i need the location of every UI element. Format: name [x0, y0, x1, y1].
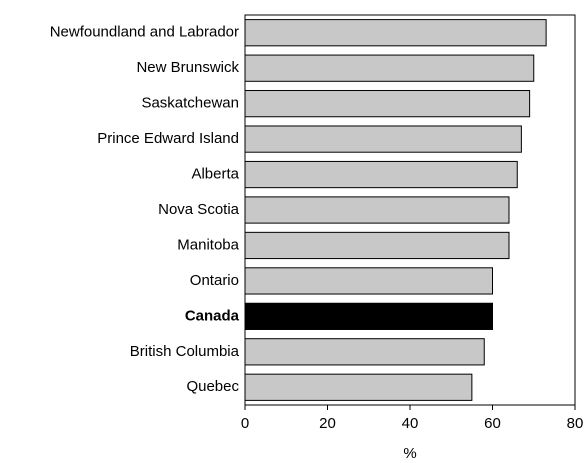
- bar: [244, 54, 535, 82]
- bar: [244, 302, 493, 330]
- x-tick-label: 60: [484, 415, 501, 432]
- y-tick-label: Canada: [185, 307, 240, 324]
- y-tick-label: Quebec: [186, 378, 239, 395]
- y-tick-label: New Brunswick: [136, 59, 239, 76]
- y-tick-label: British Columbia: [130, 343, 240, 360]
- x-tick-label: 20: [319, 415, 336, 432]
- x-tick-label: 0: [241, 415, 249, 432]
- bar: [244, 19, 547, 47]
- bar: [244, 267, 493, 295]
- y-tick-label: Nova Scotia: [158, 201, 240, 218]
- y-tick-label: Ontario: [190, 272, 239, 289]
- y-tick-label: Prince Edward Island: [97, 130, 239, 147]
- y-tick-label: Saskatchewan: [141, 95, 239, 112]
- bar: [244, 125, 522, 153]
- bar: [244, 231, 510, 260]
- x-tick-label: 40: [402, 415, 419, 432]
- bar: [244, 90, 531, 118]
- y-tick-label: Newfoundland and Labrador: [50, 24, 239, 41]
- x-tick-label: 80: [567, 415, 584, 432]
- x-axis-label: %: [403, 445, 416, 462]
- bar: [244, 160, 518, 189]
- bar: [244, 196, 510, 224]
- y-tick-label: Alberta: [191, 166, 239, 183]
- bar: [244, 373, 473, 401]
- y-tick-label: Manitoba: [177, 236, 239, 253]
- bar: [244, 338, 485, 366]
